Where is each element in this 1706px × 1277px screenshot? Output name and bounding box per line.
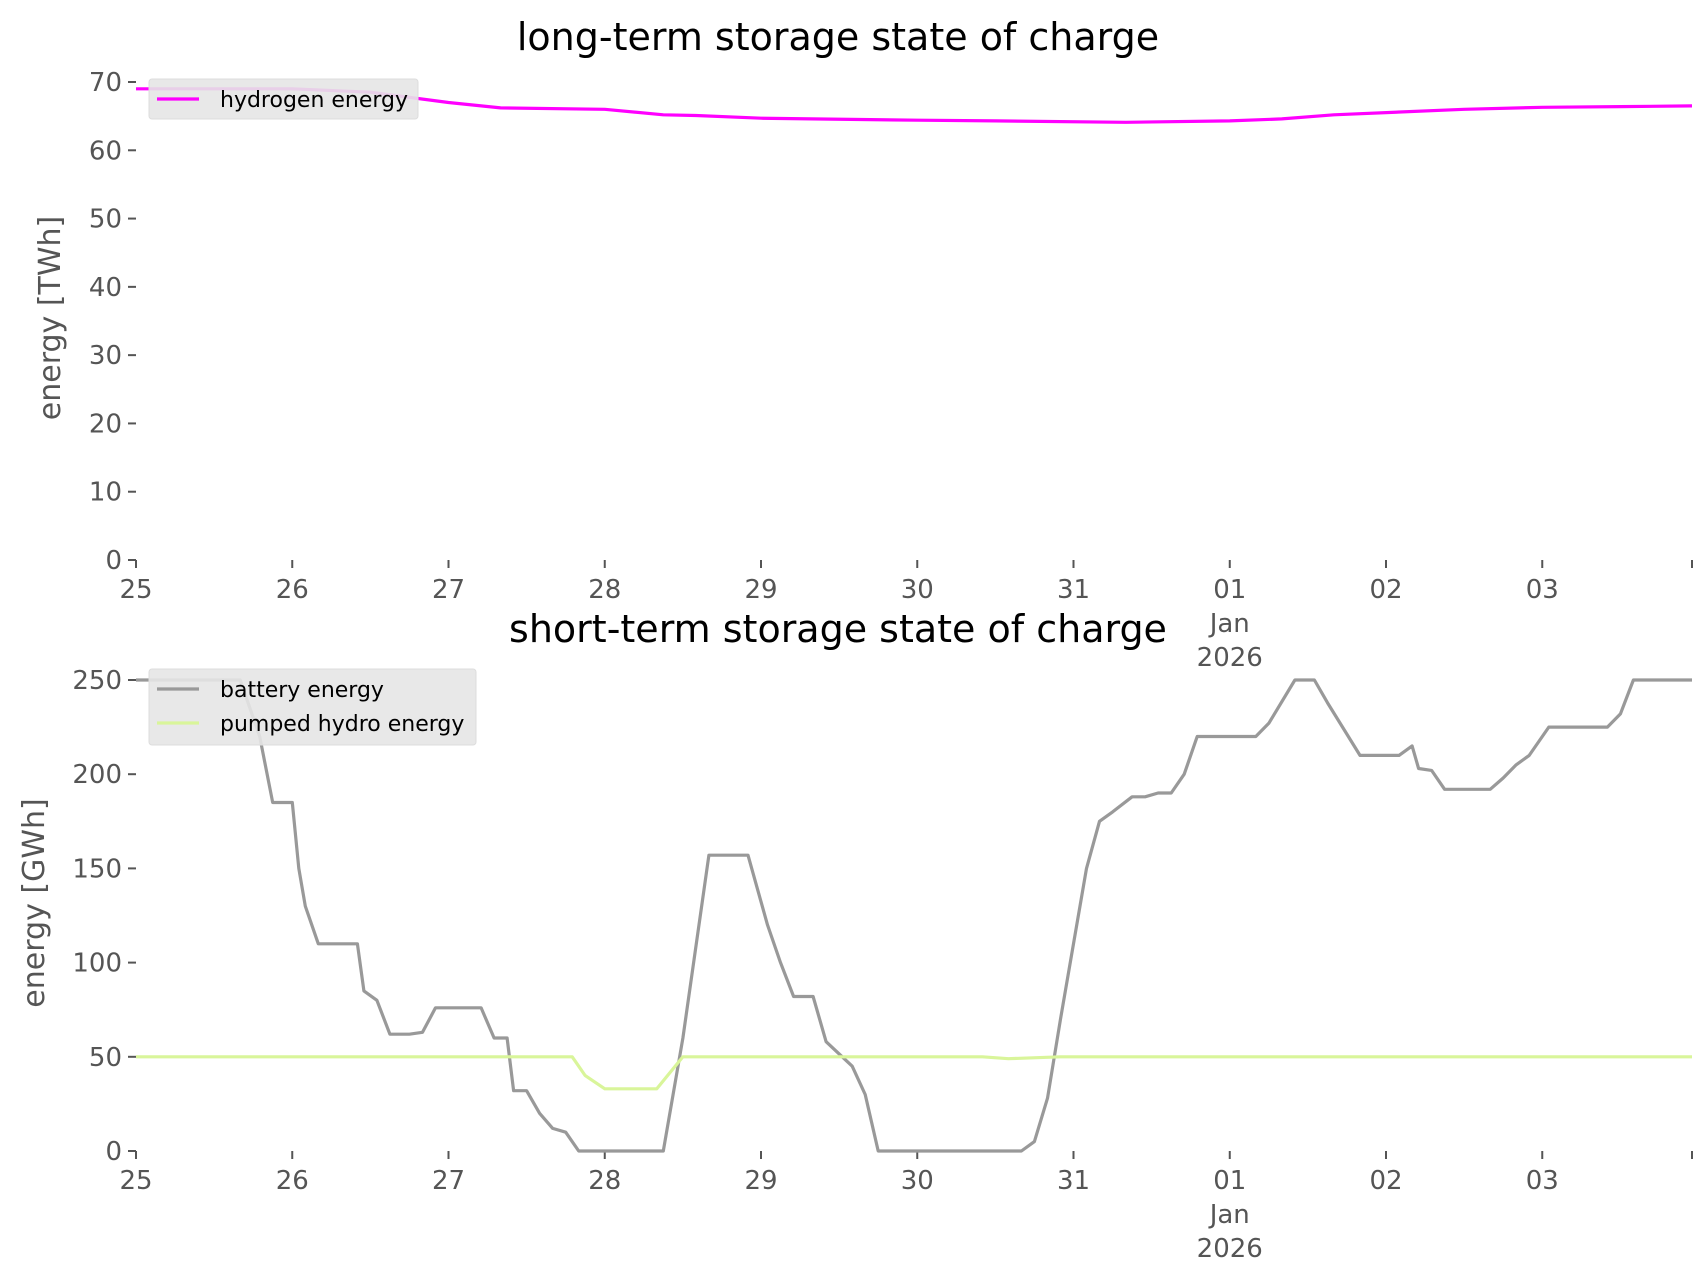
chart-title-short-term: short-term storage state of charge (509, 607, 1167, 651)
y-tick-label: 70 (89, 68, 122, 98)
x-tick-label: 25 (119, 1166, 152, 1196)
x-tick-label: 2026 (1197, 1234, 1263, 1264)
x-tick-label: 30 (901, 575, 934, 605)
y-tick-label: 20 (89, 409, 122, 439)
y-tick-label: 250 (72, 666, 122, 696)
legend-box (148, 78, 419, 120)
x-ticks-long-term: 25 26 27 28 29 30 31 01 Jan 2026 02 03 (119, 560, 1693, 673)
y-ticks-long-term: 0 10 20 30 40 50 60 70 (89, 68, 136, 576)
y-tick-label: 30 (89, 341, 122, 371)
x-ticks-short-term: 25 26 27 28 29 30 31 01 Jan 2026 02 03 (119, 1151, 1693, 1264)
x-tick-label: 29 (744, 1166, 777, 1196)
x-tick-label: Jan (1208, 609, 1250, 639)
legend-label: hydrogen energy (220, 88, 408, 113)
x-tick-label: 02 (1369, 1166, 1402, 1196)
x-tick-label: Jan (1208, 1200, 1250, 1230)
y-tick-label: 0 (105, 546, 122, 576)
short-term-storage-chart: short-term storage state of charge energ… (17, 607, 1693, 1264)
x-tick-label: 03 (1526, 1166, 1559, 1196)
x-tick-label: 27 (432, 575, 465, 605)
x-tick-label: 28 (588, 1166, 621, 1196)
x-tick-label: 27 (432, 1166, 465, 1196)
y-axis-label-short-term: energy [GWh] (17, 798, 52, 1007)
x-tick-label: 26 (276, 575, 309, 605)
series-group-short-term (136, 678, 1692, 1153)
y-tick-label: 40 (89, 273, 122, 303)
x-tick-label: 31 (1057, 575, 1090, 605)
legend-label: battery energy (220, 678, 384, 703)
y-tick-label: 150 (72, 854, 122, 884)
x-tick-label: 01 (1213, 1166, 1246, 1196)
x-tick-label: 28 (588, 575, 621, 605)
x-tick-label: 02 (1369, 575, 1402, 605)
x-tick-label: 2026 (1197, 643, 1263, 673)
x-tick-label: 03 (1526, 575, 1559, 605)
legend-box (148, 668, 477, 746)
y-tick-label: 60 (89, 136, 122, 166)
y-tick-label: 10 (89, 478, 122, 508)
y-tick-label: 200 (72, 760, 122, 790)
series-line-battery-energy (136, 678, 1692, 1153)
x-tick-label: 01 (1213, 575, 1246, 605)
series-line-pumped-hydro-energy (136, 1055, 1692, 1091)
legend-label: pumped hydro energy (220, 712, 464, 737)
x-tick-label: 25 (119, 575, 152, 605)
y-ticks-short-term: 0 50 100 150 200 250 (72, 666, 136, 1167)
y-tick-label: 0 (105, 1137, 122, 1167)
chart-title-long-term: long-term storage state of charge (517, 15, 1159, 59)
y-tick-label: 100 (72, 949, 122, 979)
x-tick-label: 29 (744, 575, 777, 605)
y-tick-label: 50 (89, 1043, 122, 1073)
legend-short-term: battery energy pumped hydro energy (148, 668, 477, 746)
x-tick-label: 30 (901, 1166, 934, 1196)
x-tick-label: 26 (276, 1166, 309, 1196)
x-tick-label: 31 (1057, 1166, 1090, 1196)
long-term-storage-chart: long-term storage state of charge energy… (33, 15, 1693, 673)
y-tick-label: 50 (89, 205, 122, 235)
y-axis-label-long-term: energy [TWh] (33, 216, 68, 420)
legend-long-term: hydrogen energy (148, 78, 419, 120)
